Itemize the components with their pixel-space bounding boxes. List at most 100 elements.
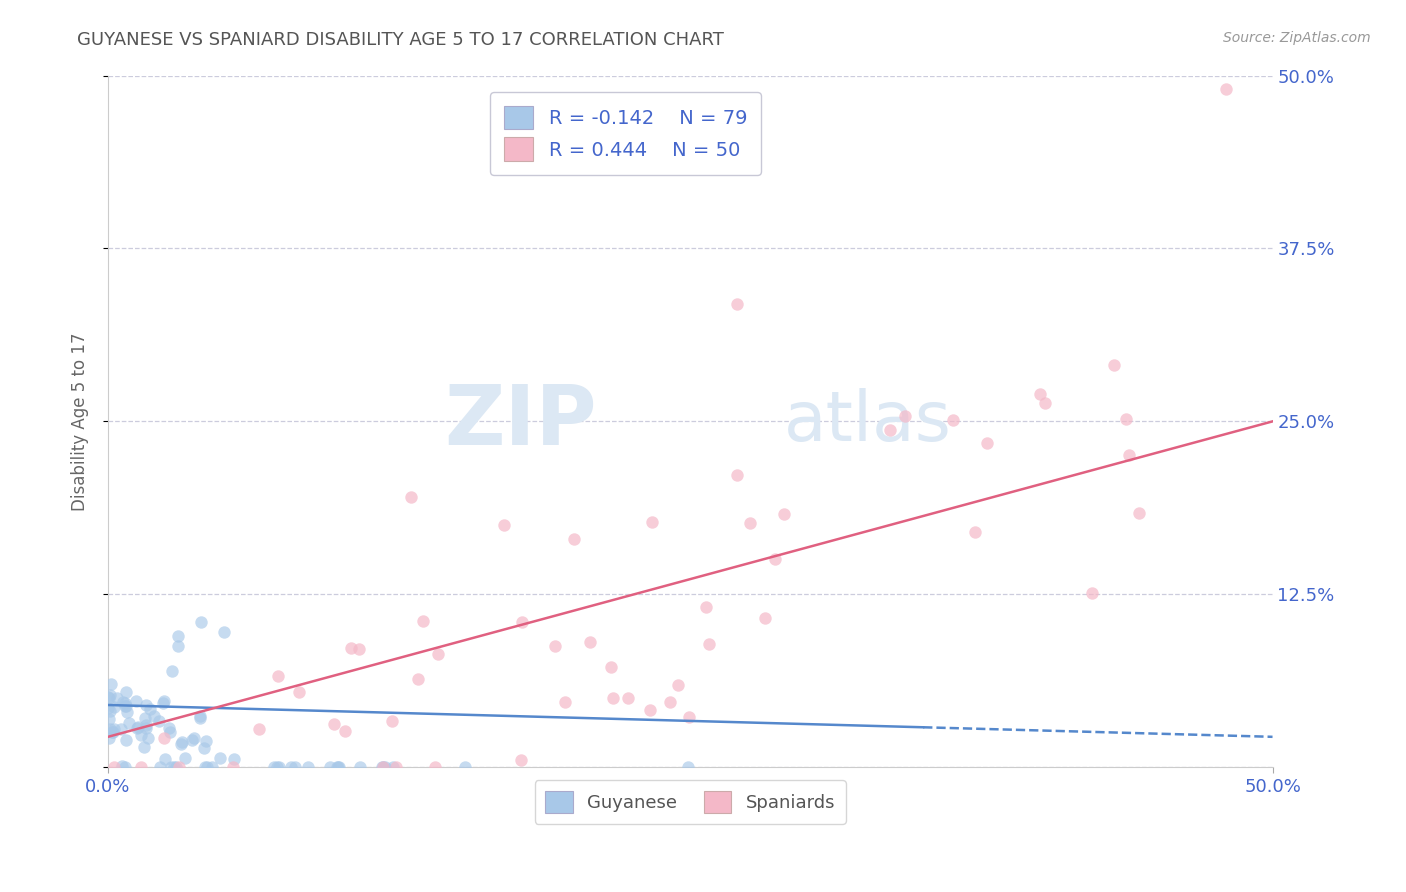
Point	[132, 739, 155, 754]
Point	[195, 734, 218, 748]
Point	[135, 721, 157, 735]
Point	[349, 760, 371, 774]
Point	[97, 700, 120, 714]
Point	[111, 758, 134, 772]
Point	[129, 728, 152, 742]
Point	[167, 760, 190, 774]
Point	[725, 297, 748, 311]
Point	[159, 724, 181, 739]
Point	[697, 637, 720, 651]
Point	[135, 698, 157, 713]
Point	[247, 722, 270, 736]
Point	[136, 731, 159, 745]
Point	[110, 722, 132, 736]
Point	[1128, 506, 1150, 520]
Point	[98, 704, 121, 718]
Point	[214, 624, 236, 639]
Point	[148, 714, 170, 728]
Point	[195, 760, 218, 774]
Point	[1118, 448, 1140, 462]
Point	[1080, 586, 1102, 600]
Point	[139, 701, 162, 715]
Y-axis label: Disability Age 5 to 17: Disability Age 5 to 17	[72, 332, 89, 510]
Point	[97, 690, 120, 705]
Point	[160, 664, 183, 678]
Point	[695, 600, 717, 615]
Point	[208, 751, 231, 765]
Point	[194, 760, 217, 774]
Point	[340, 640, 363, 655]
Point	[170, 735, 193, 749]
Point	[322, 716, 344, 731]
Point	[335, 723, 357, 738]
Point	[193, 741, 215, 756]
Point	[371, 760, 394, 774]
Point	[579, 635, 602, 649]
Point	[510, 753, 533, 767]
Point	[328, 760, 350, 774]
Point	[600, 660, 623, 674]
Point	[616, 690, 638, 705]
Point	[114, 760, 136, 774]
Point	[224, 752, 246, 766]
Point	[134, 711, 156, 725]
Point	[297, 760, 319, 774]
Point	[166, 760, 188, 774]
Point	[149, 760, 172, 774]
Point	[602, 691, 624, 706]
Point	[640, 703, 662, 717]
Point	[385, 760, 408, 774]
Point	[162, 760, 184, 774]
Point	[371, 760, 394, 774]
Point	[319, 760, 342, 774]
Point	[425, 760, 447, 774]
Point	[283, 760, 305, 774]
Point	[347, 642, 370, 657]
Point	[894, 409, 917, 423]
Point	[105, 690, 128, 705]
Point	[879, 423, 901, 437]
Point	[426, 647, 449, 661]
Point	[942, 412, 965, 426]
Point	[725, 468, 748, 483]
Text: GUYANESE VS SPANIARD DISABILITY AGE 5 TO 17 CORRELATION CHART: GUYANESE VS SPANIARD DISABILITY AGE 5 TO…	[77, 31, 724, 49]
Point	[115, 685, 138, 699]
Point	[773, 507, 796, 521]
Point	[103, 700, 125, 714]
Point	[155, 752, 177, 766]
Point	[167, 639, 190, 653]
Point	[181, 733, 204, 747]
Point	[100, 676, 122, 690]
Point	[152, 697, 174, 711]
Point	[263, 760, 285, 774]
Point	[412, 614, 434, 628]
Text: Source: ZipAtlas.com: Source: ZipAtlas.com	[1223, 31, 1371, 45]
Point	[1115, 412, 1137, 426]
Point	[510, 615, 533, 629]
Point	[371, 760, 394, 774]
Legend: Guyanese, Spaniards: Guyanese, Spaniards	[534, 780, 846, 824]
Point	[118, 716, 141, 731]
Text: atlas: atlas	[783, 388, 952, 455]
Point	[183, 731, 205, 746]
Point	[111, 695, 134, 709]
Point	[1033, 395, 1056, 409]
Point	[963, 524, 986, 539]
Point	[1028, 386, 1050, 401]
Point	[976, 436, 998, 450]
Point	[280, 760, 302, 774]
Point	[222, 760, 245, 774]
Point	[678, 709, 700, 723]
Point	[544, 639, 567, 653]
Point	[492, 518, 515, 533]
Point	[159, 760, 181, 774]
Point	[129, 760, 152, 774]
Point	[454, 760, 477, 774]
Point	[267, 760, 290, 774]
Text: ZIP: ZIP	[444, 381, 598, 462]
Point	[97, 690, 120, 704]
Point	[288, 685, 311, 699]
Point	[103, 723, 125, 737]
Point	[1104, 358, 1126, 372]
Point	[103, 725, 125, 739]
